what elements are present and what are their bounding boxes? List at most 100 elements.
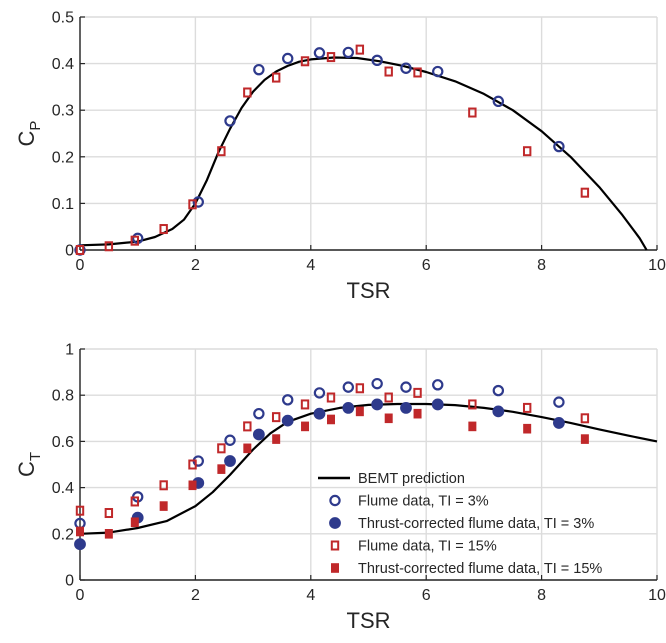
flume-data-ti15-point [355, 383, 365, 394]
flume-data-ti15-point [271, 412, 281, 423]
y-tick-label: 0.6 [52, 434, 74, 451]
x-tick-label: 2 [191, 587, 200, 604]
flume-data-ti15-point [522, 146, 532, 157]
flume-data-ti15-point [188, 199, 197, 210]
legend-label: Thrust-corrected flume data, TI = 3% [358, 516, 594, 532]
flume-data-ti3-point [432, 65, 444, 78]
x-tick-label: 6 [422, 587, 431, 604]
thrust-corrected-ti3-point [431, 398, 444, 411]
y-tick-label: 0.4 [52, 480, 74, 497]
flume-data-ti3-point [342, 381, 355, 393]
flume-data-ti3-point [192, 196, 204, 208]
y-tick-label: 0.8 [52, 388, 74, 405]
thrust-corrected-ti3-point [281, 414, 294, 427]
thrust-corrected-ti3-point [371, 398, 384, 411]
thrust-corrected-ti3-point [553, 417, 565, 429]
flume-data-ti15-point [130, 235, 140, 246]
thrust-corrected-ti15-point [130, 517, 139, 528]
flume-data-ti15-point [413, 387, 422, 398]
legend-label: Flume data, TI = 3% [358, 494, 489, 510]
y-axis-label: CT [14, 452, 44, 477]
flume-data-ti15-point [468, 107, 477, 118]
y-axis-label-main: C [14, 130, 39, 146]
legend: BEMT prediction Flume data, TI = 3% Thrust… [318, 471, 602, 577]
legend-filled-circle-swatch [329, 517, 341, 529]
flume-data-ti3-point [224, 115, 236, 127]
thrust-corrected-ti3-point [74, 538, 86, 551]
flume-data-ti15-point [413, 67, 422, 78]
flume-data-ti15-point [75, 505, 85, 516]
y-tick-label: 0.5 [52, 10, 74, 27]
legend-label: Thrust-corrected flume data, TI = 15% [358, 561, 602, 577]
bemt-prediction-line [79, 56, 648, 251]
flume-data-ti15-point [580, 187, 590, 198]
flume-data-ti3-point [553, 140, 565, 153]
y-tick-label: 0.2 [52, 526, 74, 543]
flume-data-ti15-point [159, 224, 168, 235]
legend-filled-square-swatch [331, 563, 339, 573]
flume-data-ti15-point [75, 245, 85, 255]
flume-data-ti15-point [159, 480, 168, 491]
flume-data-ti3-point [432, 379, 444, 391]
thrust-corrected-ti15-point [580, 434, 589, 444]
thrust-corrected-ti15-point [76, 526, 84, 537]
x-tick-label: 10 [648, 587, 666, 604]
thrust-corrected-ti15-point [188, 480, 197, 491]
flume-data-ti3-point [253, 407, 265, 420]
flume-data-ti3-point [371, 377, 383, 390]
flume-data-ti3-point [400, 381, 412, 393]
flume-data-ti3-point [553, 396, 565, 408]
flume-data-ti15-point [217, 146, 226, 157]
y-axis-label-main: C [14, 461, 39, 477]
x-tick-label: 10 [648, 257, 666, 274]
flume-data-ti3-point [282, 52, 294, 65]
flume-data-ti3-point [492, 384, 505, 397]
thrust-corrected-ti15-point [326, 414, 335, 425]
flume-data-ti15-point [188, 459, 197, 470]
flume-data-ti15-point [384, 66, 393, 77]
legend-open-circle-swatch [329, 494, 341, 507]
y-tick-label: 0 [65, 573, 74, 590]
thrust-corrected-ti3-point [224, 455, 236, 467]
flume-data-ti15-point [326, 52, 336, 63]
flume-data-ti3-point [400, 62, 412, 74]
thrust-corrected-ti15-point [217, 464, 226, 474]
flume-data-ti15-point [271, 72, 281, 83]
thrust-corrected-ti15-point [272, 434, 281, 444]
flume-data-ti15-point [217, 443, 226, 454]
x-tick-label: 4 [306, 587, 315, 604]
bemt-prediction-line [79, 402, 658, 535]
thrust-corrected-ti15-point [384, 413, 393, 424]
x-axis-label: TSR [347, 608, 391, 633]
thrust-corrected-ti3-point [400, 402, 412, 414]
x-tick-label: 0 [76, 587, 85, 604]
thrust-corrected-ti15-point [104, 529, 113, 539]
flume-data-ti15-point [468, 399, 477, 410]
flume-data-ti15-point [326, 392, 336, 403]
cp-panel: 0 2 4 6 8 10 0 0.1 0.2 0.3 0.4 0.5 TSR CP [14, 10, 666, 304]
flume-data-ti3-point [492, 95, 505, 108]
y-tick-label: 0.4 [52, 56, 74, 73]
thrust-corrected-ti15-point [159, 501, 168, 511]
flume-data-ti15-point [300, 56, 310, 67]
thrust-corrected-ti15-point [301, 421, 310, 432]
thrust-corrected-ti15-point [523, 423, 532, 434]
thrust-corrected-ti3-point [492, 405, 505, 418]
flume-data-ti15-point [384, 392, 393, 403]
y-tick-label: 1 [65, 342, 74, 359]
thrust-corrected-ti15-point [243, 443, 252, 454]
x-tick-label: 2 [191, 257, 200, 274]
flume-data-ti15-point [580, 413, 590, 424]
thrust-corrected-ti15-point [413, 408, 422, 419]
x-tick-label: 6 [422, 257, 431, 274]
legend-label: Flume data, TI = 15% [358, 539, 497, 555]
legend-label: BEMT prediction [358, 471, 465, 487]
thrust-corrected-ti15-point [468, 421, 477, 432]
y-tick-label: 0.3 [52, 103, 74, 120]
flume-data-ti3-point [342, 46, 355, 59]
flume-data-ti3-point [371, 54, 383, 67]
thrust-corrected-ti15-point [355, 406, 364, 417]
flume-data-ti15-point [243, 87, 252, 98]
y-tick-label: 0 [65, 243, 74, 260]
